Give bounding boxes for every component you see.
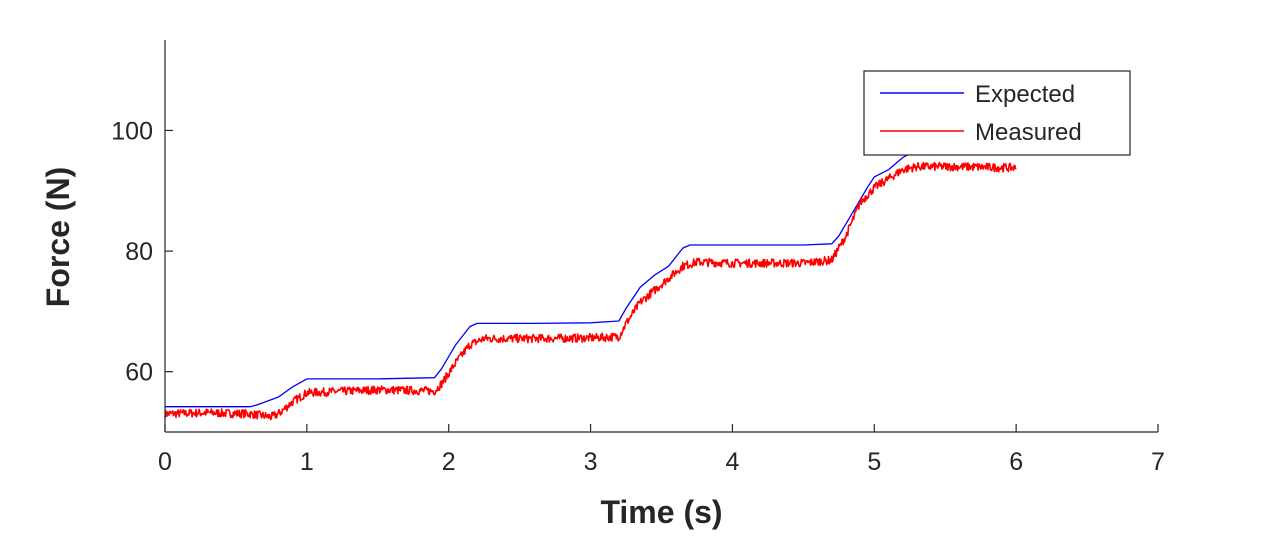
series-line-measured <box>164 161 1017 421</box>
y-axis-title: Force (N) <box>40 167 76 307</box>
x-tick-label: 7 <box>1151 448 1165 476</box>
y-tick-label: 100 <box>111 117 153 145</box>
series-line-expected <box>165 151 915 408</box>
x-tick-label: 3 <box>584 448 598 476</box>
legend: Expected Measured <box>863 70 1131 156</box>
x-tick-label: 1 <box>300 448 314 476</box>
axes-layer <box>164 40 1158 433</box>
x-tick-label: 4 <box>725 448 739 476</box>
x-axis-title: Time (s) <box>600 494 722 530</box>
series-layer <box>164 151 1017 421</box>
y-tick-label: 80 <box>125 238 153 266</box>
x-tick-label: 0 <box>158 448 172 476</box>
ticks-layer: 0 1 2 3 4 5 6 7 60 80 100 <box>111 117 1165 476</box>
legend-label-measured: Measured <box>975 119 1082 146</box>
legend-box <box>863 70 1131 156</box>
x-tick-label: 5 <box>867 448 881 476</box>
x-tick-label: 6 <box>1009 448 1023 476</box>
x-tick-label: 2 <box>442 448 456 476</box>
y-tick-label: 60 <box>125 359 153 387</box>
legend-label-expected: Expected <box>975 81 1075 108</box>
